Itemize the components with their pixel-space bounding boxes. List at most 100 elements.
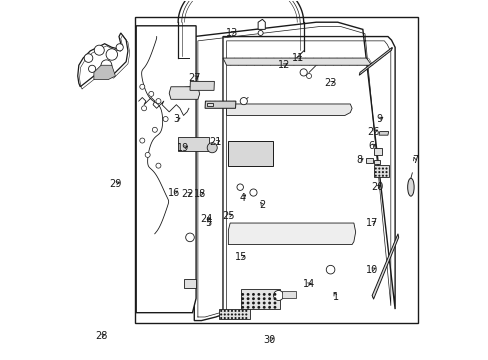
Circle shape — [257, 297, 260, 300]
Polygon shape — [226, 104, 351, 116]
Circle shape — [273, 291, 283, 301]
Text: 5: 5 — [205, 218, 211, 228]
Circle shape — [238, 317, 240, 319]
Circle shape — [385, 175, 387, 177]
Circle shape — [241, 306, 244, 309]
Circle shape — [251, 302, 254, 305]
Bar — [183, 279, 196, 288]
Circle shape — [227, 317, 229, 319]
Text: 18: 18 — [193, 189, 205, 199]
Text: 13: 13 — [225, 28, 238, 38]
Circle shape — [140, 84, 144, 89]
Circle shape — [246, 293, 249, 296]
Text: 25: 25 — [222, 211, 234, 221]
Circle shape — [220, 317, 222, 319]
Polygon shape — [359, 47, 391, 75]
Text: 6: 6 — [368, 141, 374, 151]
Text: 22: 22 — [181, 189, 193, 199]
Circle shape — [84, 54, 93, 62]
Circle shape — [246, 302, 249, 305]
Circle shape — [230, 314, 233, 316]
Circle shape — [241, 293, 244, 296]
Circle shape — [273, 306, 276, 309]
Circle shape — [381, 171, 383, 173]
Bar — [206, 103, 213, 107]
Circle shape — [273, 297, 276, 300]
Polygon shape — [258, 19, 265, 30]
Circle shape — [241, 310, 244, 312]
Circle shape — [262, 297, 265, 300]
Text: 4: 4 — [239, 193, 245, 203]
Text: 1: 1 — [332, 292, 338, 302]
Text: 8: 8 — [355, 155, 362, 165]
Circle shape — [374, 175, 376, 177]
Circle shape — [251, 306, 254, 309]
Text: 30: 30 — [263, 334, 275, 345]
Circle shape — [378, 175, 380, 177]
Polygon shape — [169, 87, 199, 99]
Circle shape — [267, 297, 270, 300]
Polygon shape — [78, 33, 128, 87]
Circle shape — [241, 314, 244, 316]
Circle shape — [378, 167, 380, 170]
Circle shape — [220, 314, 222, 316]
Circle shape — [244, 310, 247, 312]
Circle shape — [251, 297, 254, 300]
Polygon shape — [223, 58, 371, 65]
Circle shape — [234, 317, 236, 319]
Polygon shape — [378, 132, 388, 135]
Text: 26: 26 — [366, 127, 379, 136]
Circle shape — [249, 189, 257, 196]
Circle shape — [234, 314, 236, 316]
Polygon shape — [371, 234, 398, 299]
Circle shape — [244, 314, 247, 316]
Text: 2: 2 — [259, 200, 265, 210]
Polygon shape — [135, 17, 418, 323]
Text: 3: 3 — [173, 114, 179, 124]
Circle shape — [220, 310, 222, 312]
Circle shape — [152, 127, 157, 132]
Circle shape — [241, 302, 244, 305]
Circle shape — [156, 99, 161, 104]
Text: 20: 20 — [370, 182, 383, 192]
Text: 27: 27 — [188, 73, 200, 83]
Circle shape — [257, 293, 260, 296]
Circle shape — [185, 233, 194, 242]
Circle shape — [223, 317, 225, 319]
Bar — [219, 309, 249, 319]
Polygon shape — [228, 223, 355, 244]
Text: 16: 16 — [168, 188, 181, 198]
Circle shape — [257, 306, 260, 309]
Circle shape — [156, 163, 161, 168]
Circle shape — [238, 310, 240, 312]
Circle shape — [251, 293, 254, 296]
Text: 29: 29 — [109, 179, 122, 189]
Polygon shape — [190, 81, 214, 90]
Polygon shape — [178, 137, 208, 151]
Bar — [373, 148, 382, 155]
Circle shape — [258, 31, 263, 36]
Circle shape — [163, 117, 168, 122]
Bar — [373, 165, 388, 177]
Circle shape — [267, 306, 270, 309]
Bar — [241, 289, 280, 309]
Circle shape — [300, 69, 306, 76]
Text: 24: 24 — [200, 215, 213, 224]
Circle shape — [381, 175, 383, 177]
Circle shape — [223, 310, 225, 312]
Circle shape — [230, 310, 233, 312]
Circle shape — [227, 310, 229, 312]
Polygon shape — [228, 140, 273, 166]
Text: 10: 10 — [365, 265, 377, 275]
Circle shape — [244, 317, 247, 319]
Circle shape — [140, 138, 144, 143]
Polygon shape — [136, 26, 196, 313]
Circle shape — [262, 302, 265, 305]
Circle shape — [240, 98, 247, 105]
Circle shape — [378, 171, 380, 173]
Circle shape — [374, 171, 376, 173]
Circle shape — [237, 184, 243, 190]
Circle shape — [267, 293, 270, 296]
Circle shape — [267, 302, 270, 305]
Circle shape — [306, 73, 311, 78]
